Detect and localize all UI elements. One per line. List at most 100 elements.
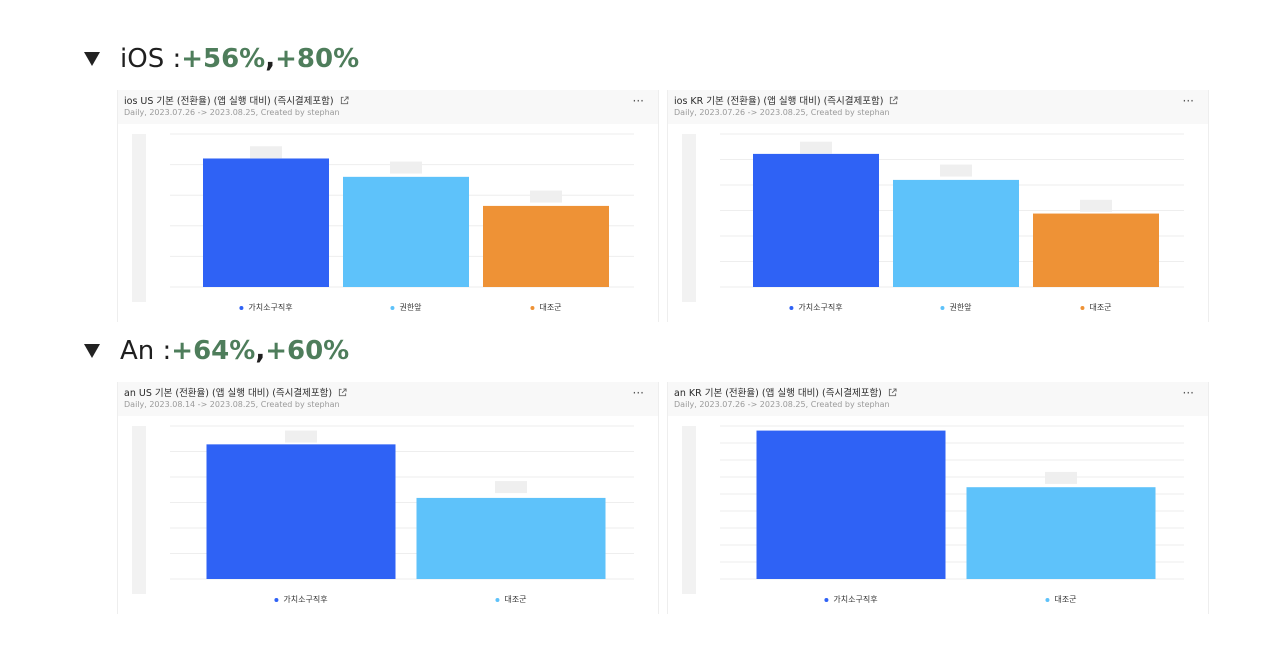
bar-label-placeholder [495, 481, 527, 494]
bar-label-placeholder [940, 164, 972, 177]
legend-label: 가치소구직후 [248, 303, 293, 312]
external-link-icon[interactable] [888, 387, 897, 397]
external-link-icon[interactable] [338, 387, 347, 397]
chart-title[interactable]: ios KR 기본 (전환율) (앱 실행 대비) (즉시결제포함) [674, 93, 899, 107]
bar-chart [132, 133, 634, 302]
chart-legend: 가치소구직후 대조군 [668, 594, 1208, 606]
chart-card-an-us: an US 기본 (전환율) (앱 실행 대비) (즉시결제포함) Daily, … [117, 382, 659, 614]
legend-dot-icon [530, 305, 535, 310]
legend-item[interactable]: 대조군 [530, 302, 562, 313]
external-link-icon[interactable] [340, 95, 349, 105]
legend-label: 가치소구직후 [833, 595, 878, 604]
bar[interactable] [416, 497, 606, 579]
section-heading-an[interactable]: An : +64%, +60% [84, 336, 349, 366]
legend-label: 대조군 [1054, 595, 1077, 604]
chart-subtitle: Daily, 2023.07.26 -> 2023.08.25, Created… [674, 400, 890, 409]
chart-title-text[interactable]: an KR 기본 (전환율) (앱 실행 대비) (즉시결제포함) [674, 388, 882, 399]
legend-item[interactable]: 대조군 [1080, 302, 1112, 313]
chart-subtitle: Daily, 2023.08.14 -> 2023.08.25, Created… [124, 400, 340, 409]
chart-subtitle: Daily, 2023.07.26 -> 2023.08.25, Created… [674, 108, 890, 117]
uplift-separator: , [255, 336, 266, 366]
y-axis-area [132, 426, 146, 594]
more-options-icon[interactable]: ··· [1182, 94, 1194, 108]
legend-dot-icon [1080, 305, 1085, 310]
section-prefix: An : [120, 336, 172, 366]
legend-label: 권한앞 [399, 303, 422, 312]
legend-dot-icon [239, 305, 244, 310]
bar-chart [132, 425, 634, 594]
chart-title-text[interactable]: ios KR 기본 (전환율) (앱 실행 대비) (즉시결제포함) [674, 96, 884, 107]
legend-dot-icon [390, 305, 395, 310]
legend-item[interactable]: 대조군 [1045, 594, 1077, 605]
uplift-value-1: +64% [171, 336, 256, 366]
chart-title-text[interactable]: ios US 기본 (전환율) (앱 실행 대비) (즉시결제포함) [124, 96, 334, 107]
bar[interactable] [966, 487, 1156, 579]
chart-legend: 가치소구직후 권한앞 대조군 [118, 302, 658, 314]
legend-label: 대조군 [504, 595, 527, 604]
bar-label-placeholder [1080, 199, 1112, 212]
card-header: ios KR 기본 (전환율) (앱 실행 대비) (즉시결제포함) Daily,… [668, 90, 1208, 124]
legend-dot-icon [824, 597, 829, 602]
chart-title-text[interactable]: an US 기본 (전환율) (앱 실행 대비) (즉시결제포함) [124, 388, 333, 399]
more-options-icon[interactable]: ··· [1182, 386, 1194, 400]
legend-dot-icon [940, 305, 945, 310]
uplift-value-1: +56% [181, 44, 266, 74]
chart-title[interactable]: ios US 기본 (전환율) (앱 실행 대비) (즉시결제포함) [124, 93, 349, 107]
more-options-icon[interactable]: ··· [632, 94, 644, 108]
chart-title[interactable]: an US 기본 (전환율) (앱 실행 대비) (즉시결제포함) [124, 385, 347, 399]
bar[interactable] [893, 179, 1019, 287]
bar-chart [682, 133, 1184, 302]
collapse-triangle-icon[interactable] [84, 52, 100, 66]
legend-label: 대조군 [1089, 303, 1112, 312]
legend-item[interactable]: 가치소구직후 [824, 594, 878, 605]
chart-card-an-kr: an KR 기본 (전환율) (앱 실행 대비) (즉시결제포함) Daily, … [667, 382, 1209, 614]
legend-dot-icon [789, 305, 794, 310]
bar-label-placeholder [390, 161, 422, 174]
y-axis-area [132, 134, 146, 302]
legend-label: 권한앞 [949, 303, 972, 312]
section-prefix: iOS : [120, 44, 182, 74]
card-header: an KR 기본 (전환율) (앱 실행 대비) (즉시결제포함) Daily, … [668, 382, 1208, 416]
external-link-icon[interactable] [889, 95, 899, 105]
bar[interactable] [483, 205, 609, 287]
chart-legend: 가치소구직후 권한앞 대조군 [668, 302, 1208, 314]
legend-label: 가치소구직후 [283, 595, 328, 604]
legend-label: 대조군 [539, 303, 562, 312]
bar[interactable] [206, 444, 396, 579]
y-axis-area [682, 134, 696, 302]
card-header: ios US 기본 (전환율) (앱 실행 대비) (즉시결제포함) Daily,… [118, 90, 658, 124]
bar-label-placeholder [530, 190, 562, 203]
uplift-separator: , [265, 44, 276, 74]
section-heading-ios[interactable]: iOS : +56%, +80% [84, 44, 359, 74]
bar-label-placeholder [1045, 471, 1077, 484]
chart-title[interactable]: an KR 기본 (전환율) (앱 실행 대비) (즉시결제포함) [674, 385, 897, 399]
chart-card-ios-kr: ios KR 기본 (전환율) (앱 실행 대비) (즉시결제포함) Daily,… [667, 90, 1209, 322]
bar-label-placeholder [800, 141, 832, 154]
more-options-icon[interactable]: ··· [632, 386, 644, 400]
card-header: an US 기본 (전환율) (앱 실행 대비) (즉시결제포함) Daily, … [118, 382, 658, 416]
uplift-value-2: +60% [265, 336, 350, 366]
uplift-value-2: +80% [275, 44, 360, 74]
legend-item[interactable]: 가치소구직후 [274, 594, 328, 605]
bar-label-placeholder [285, 430, 317, 443]
bar[interactable] [756, 430, 946, 579]
bar[interactable] [1033, 213, 1159, 287]
legend-item[interactable]: 권한앞 [390, 302, 422, 313]
legend-item[interactable]: 권한앞 [940, 302, 972, 313]
legend-dot-icon [495, 597, 500, 602]
legend-dot-icon [1045, 597, 1050, 602]
legend-item[interactable]: 가치소구직후 [789, 302, 843, 313]
chart-card-ios-us: ios US 기본 (전환율) (앱 실행 대비) (즉시결제포함) Daily,… [117, 90, 659, 322]
legend-dot-icon [274, 597, 279, 602]
chart-subtitle: Daily, 2023.07.26 -> 2023.08.25, Created… [124, 108, 340, 117]
bar-chart [682, 425, 1184, 594]
y-axis-area [682, 426, 696, 594]
legend-item[interactable]: 대조군 [495, 594, 527, 605]
collapse-triangle-icon[interactable] [84, 344, 100, 358]
bar[interactable] [343, 176, 469, 287]
chart-legend: 가치소구직후 대조군 [118, 594, 658, 606]
legend-item[interactable]: 가치소구직후 [239, 302, 293, 313]
bar[interactable] [203, 158, 329, 287]
legend-label: 가치소구직후 [798, 303, 843, 312]
bar[interactable] [753, 153, 879, 287]
